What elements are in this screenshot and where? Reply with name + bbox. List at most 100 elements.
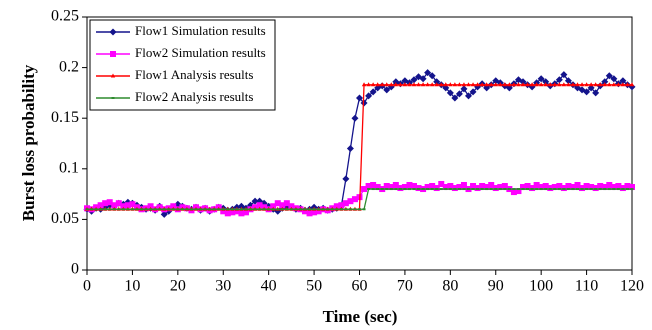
point	[488, 181, 495, 188]
point	[303, 208, 307, 211]
point	[308, 208, 312, 211]
point	[620, 82, 626, 87]
point	[194, 208, 198, 211]
point	[110, 51, 116, 57]
legend-label: Flow2 Analysis results	[135, 89, 253, 104]
point	[592, 185, 599, 192]
point	[394, 188, 398, 191]
point	[489, 188, 493, 191]
point	[126, 208, 130, 211]
point	[348, 208, 352, 211]
point	[338, 202, 345, 209]
point	[612, 188, 616, 191]
point	[516, 188, 520, 191]
point	[244, 208, 248, 211]
point	[516, 82, 521, 87]
point	[601, 184, 608, 191]
point	[420, 82, 426, 87]
point	[185, 208, 189, 211]
point	[503, 188, 507, 191]
point	[317, 208, 321, 211]
point	[625, 188, 629, 191]
point	[498, 82, 503, 87]
point	[560, 71, 568, 79]
point	[530, 188, 534, 191]
x-tick-label: 110	[575, 278, 598, 295]
point	[411, 183, 417, 190]
point	[344, 208, 348, 211]
point	[551, 184, 558, 191]
point	[443, 82, 448, 87]
point	[380, 188, 384, 191]
point	[280, 208, 284, 211]
point	[433, 78, 441, 86]
point	[375, 82, 380, 87]
point	[548, 82, 553, 87]
point	[109, 28, 117, 36]
point	[326, 208, 330, 211]
point	[629, 82, 635, 87]
point	[601, 78, 609, 86]
legend-label: Flow2 Simulation results	[135, 45, 266, 60]
point	[429, 82, 435, 87]
point	[566, 188, 570, 191]
point	[585, 188, 589, 191]
point	[111, 97, 115, 99]
point	[365, 92, 373, 100]
point	[315, 208, 322, 215]
point	[94, 208, 98, 211]
point	[433, 185, 440, 192]
point	[524, 183, 531, 190]
point	[383, 183, 390, 190]
point	[605, 72, 613, 80]
point	[579, 185, 586, 192]
point	[562, 188, 566, 191]
point	[619, 77, 627, 85]
point	[229, 209, 236, 216]
point	[592, 89, 600, 97]
point	[249, 208, 252, 211]
x-tick-label: 100	[529, 278, 553, 295]
legend-label: Flow1 Simulation results	[135, 23, 266, 38]
point	[534, 82, 539, 87]
point	[583, 88, 591, 96]
point	[407, 82, 412, 87]
point	[448, 188, 452, 191]
point	[474, 185, 481, 192]
point	[542, 183, 549, 190]
point	[561, 82, 567, 87]
point	[460, 85, 468, 93]
point	[366, 82, 371, 87]
point	[580, 188, 584, 191]
point	[385, 188, 389, 191]
point	[312, 208, 316, 211]
point	[369, 88, 377, 96]
x-axis-label: Time (sec)	[323, 307, 398, 326]
point	[358, 208, 361, 211]
point	[460, 181, 467, 188]
point	[511, 82, 517, 87]
point	[480, 188, 484, 191]
point	[274, 200, 281, 207]
point	[392, 181, 399, 188]
point	[342, 200, 349, 207]
point	[507, 188, 511, 191]
point	[389, 82, 394, 87]
point	[347, 198, 354, 205]
point	[97, 202, 104, 209]
point	[233, 208, 240, 215]
point	[598, 188, 602, 191]
point	[401, 184, 408, 191]
point	[525, 82, 530, 87]
point	[571, 188, 575, 191]
point	[306, 210, 313, 217]
point	[371, 188, 375, 191]
point	[102, 200, 109, 207]
x-tick-label: 0	[83, 278, 91, 295]
point	[217, 208, 221, 211]
point	[389, 188, 393, 191]
point	[479, 82, 485, 87]
point	[130, 208, 134, 211]
point	[538, 82, 544, 87]
point	[380, 82, 385, 87]
